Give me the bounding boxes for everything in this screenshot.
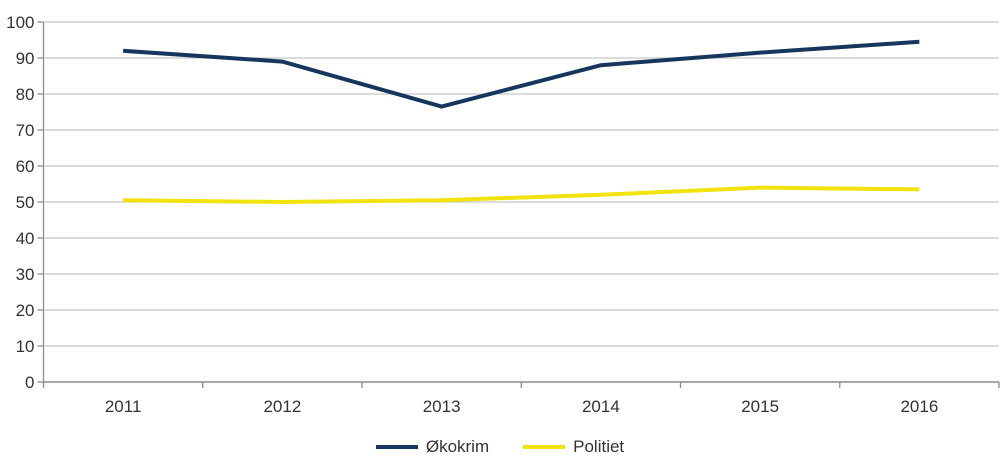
x-axis-tick-label: 2011 — [105, 397, 142, 416]
y-axis-tick-label: 50 — [16, 193, 35, 212]
series-line-kokrim — [122, 39, 920, 109]
y-axis-tick-label: 20 — [16, 301, 35, 320]
series-line-politiet — [123, 185, 920, 205]
x-axis-tick-label: 2012 — [263, 397, 301, 416]
y-axis-tick-label: 0 — [25, 373, 34, 392]
okokrim-line-swatch — [375, 444, 418, 449]
y-axis-tick-label: 90 — [16, 49, 35, 68]
chart-plot: 0 10 20 30 40 50 60 70 80 90 100 2011 2012 2013 2014 20… — [6, 13, 1000, 416]
y-axis-tick-label: 100 — [6, 13, 34, 32]
legend-item-okokrim: Økokrim — [375, 437, 490, 456]
y-axis-tick-label: 40 — [16, 229, 35, 248]
legend-item-politiet: Politiet — [523, 438, 624, 455]
legend-label-okokrim: Økokrim — [425, 437, 490, 456]
x-axis-tick-label: 2013 — [423, 397, 461, 416]
x-axis-tick-label: 2016 — [900, 397, 938, 416]
y-axis-tick-label: 10 — [16, 337, 35, 356]
y-axis-tick-label: 70 — [16, 121, 35, 140]
y-axis-tick-label: 80 — [16, 85, 35, 104]
y-axis-tick-label: 60 — [16, 157, 35, 176]
legend-label-politiet: Politiet — [573, 437, 625, 456]
politiet-line-swatch — [523, 444, 566, 449]
chart-legend: Økokrim Politiet — [0, 438, 1000, 455]
y-axis-tick-label: 30 — [16, 265, 35, 284]
x-axis-tick-label: 2015 — [741, 397, 779, 416]
x-axis-tick-label: 2014 — [582, 397, 620, 416]
